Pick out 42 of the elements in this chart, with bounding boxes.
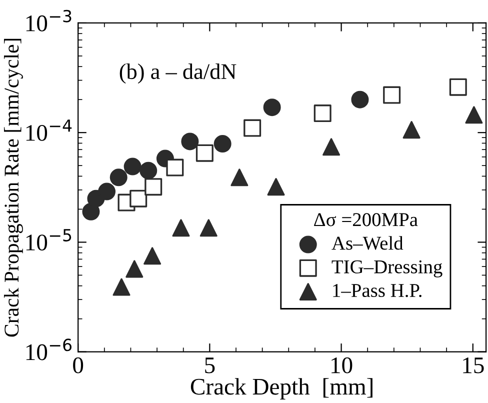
point [172, 219, 190, 237]
point [110, 168, 128, 186]
point [402, 121, 420, 139]
point [124, 158, 142, 176]
point [230, 168, 248, 186]
point [82, 202, 100, 220]
legend-label: 1–Pass H.P. [333, 284, 422, 298]
legend-label: As–Weld [332, 236, 404, 250]
x-tick-label: 0 [73, 357, 84, 374]
point [196, 144, 214, 162]
point [144, 247, 162, 265]
point [200, 219, 218, 237]
legend-label: TIG–Dressing [332, 260, 442, 278]
point [181, 132, 199, 150]
y-tick-label: 10$^{−5}$ [26, 229, 72, 251]
y-axis-title: Crack Propagation Rate [mm/cycle] [4, 38, 23, 337]
point [449, 78, 467, 96]
x-tick-label: 5 [205, 358, 215, 374]
point [267, 178, 285, 196]
point [144, 178, 162, 196]
x-tick-label: 15 [463, 357, 484, 374]
y-tick-label: 10$^{−3}$ [26, 10, 72, 32]
y-tick-label: 10$^{−6}$ [26, 338, 72, 360]
x-axis-title: Crack Depth [mm] [190, 378, 372, 400]
legend-title: Δσ =200MPa [314, 213, 418, 226]
point [351, 90, 369, 108]
point [214, 135, 232, 153]
point [112, 278, 130, 296]
x-tick-label: 10 [332, 357, 352, 374]
point [98, 182, 116, 200]
point [263, 98, 281, 116]
point [166, 158, 184, 176]
point [140, 162, 158, 180]
annotation: (b) a – da/dN [120, 63, 236, 84]
point [383, 86, 401, 104]
point [322, 138, 340, 156]
point [126, 260, 144, 278]
y-tick-label: 10$^{−4}$ [26, 120, 72, 141]
point [130, 190, 148, 208]
point [244, 119, 262, 137]
point [465, 106, 483, 124]
point [314, 104, 332, 122]
